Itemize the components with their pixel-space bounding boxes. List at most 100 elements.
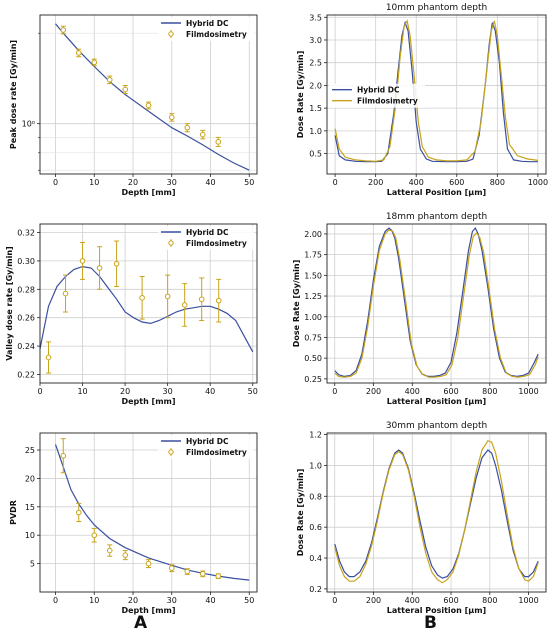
panel-label-b: B: [424, 613, 437, 633]
valley-data-point: [79, 258, 86, 264]
p10-x-tick-label: 200: [368, 178, 383, 187]
p30-x-tick-label: 0: [332, 596, 337, 605]
valley-data-point: [164, 293, 171, 300]
p30-x-tick-label: 600: [443, 596, 458, 605]
p30-x-tick-label: 800: [482, 596, 497, 605]
peak-data-point: [60, 27, 67, 33]
p10-y-tick-label: 2.5: [309, 59, 322, 68]
p10-title: 10mm phantom depth: [386, 3, 487, 13]
pvdr-y-tick-label: 15: [25, 503, 35, 512]
peak-plot-area: [40, 15, 257, 174]
pvdr-legend-marker: [168, 449, 174, 455]
p18-y-tick-label: 1.00: [304, 313, 322, 322]
p18-x-tick-label: 1000: [518, 387, 538, 396]
p10-legend-label: Hybrid DC: [357, 86, 400, 95]
p18-y-tick-label: 2.00: [304, 230, 322, 239]
peak-data-point: [168, 114, 175, 121]
p10-y-tick-label: 1.5: [309, 104, 322, 113]
p10-y-tick-label: 2.0: [309, 81, 322, 90]
p18-title: 18mm phantom depth: [386, 212, 487, 222]
p30-title: 30mm phantom depth: [386, 421, 487, 431]
p10-x-tick-label: 600: [449, 178, 464, 187]
valley-data-point: [45, 354, 52, 361]
peak-x-tick-label: 40: [205, 178, 215, 187]
pvdr-data-point: [91, 532, 98, 539]
pvdr-data-point: [199, 571, 206, 577]
p30-y-tick-label: 1.0: [309, 461, 322, 470]
p18-plot-area: [327, 224, 546, 383]
pvdr-x-tick-label: 50: [244, 596, 254, 605]
pvdr-y-tick-label: 10: [25, 531, 35, 540]
valley-axes-frame: [39, 223, 258, 384]
peak-data-point: [75, 50, 82, 56]
peak-x-tick-label: 50: [244, 178, 254, 187]
peak-x-tick-label: 30: [167, 178, 177, 187]
p10-y-tick-label: 3.0: [309, 36, 322, 45]
p10-axes-frame: [326, 14, 547, 175]
peak-legend-label: Filmdosimetry: [186, 30, 247, 39]
valley-x-tick-label: 0: [37, 387, 42, 396]
valley-x-tick-label: 30: [163, 387, 173, 396]
valley-x-tick-label: 20: [120, 387, 130, 396]
peak-data-point: [199, 131, 206, 138]
valley-data-point: [181, 302, 188, 308]
valley-data-point: [62, 290, 69, 297]
p18-x-axis-label: Latteral Position [µm]: [387, 397, 486, 406]
p30-y-tick-label: 0.2: [309, 585, 322, 594]
valley-x-tick-label: 40: [205, 387, 215, 396]
p30-axes-frame: [326, 432, 547, 593]
valley-legend-label: Hybrid DC: [186, 228, 229, 237]
peak-y-axis-label: Peak dose rate [Gy/min]: [9, 40, 18, 149]
valley-data-point: [139, 295, 145, 301]
valley-legend-label: Filmdosimetry: [186, 239, 247, 248]
p30-y-tick-label: 0.6: [309, 523, 322, 532]
pvdr-axes-frame: [39, 432, 258, 593]
p18-y-tick-label: 0.50: [304, 354, 322, 363]
p10-x-tick-label: 1000: [528, 178, 548, 187]
p30-y-axis-label: Dose Rate [Gy/min]: [296, 469, 305, 557]
p18-x-tick-label: 600: [443, 387, 458, 396]
p18-series-filmdosimetry-line: [334, 229, 539, 378]
pvdr-legend-label: Filmdosimetry: [186, 448, 247, 457]
peak-data-point: [145, 102, 152, 109]
pvdr-x-tick-label: 20: [128, 596, 138, 605]
panel-label-a: A: [134, 613, 148, 633]
p30-x-tick-label: 200: [366, 596, 381, 605]
p10-legend-box: [329, 83, 425, 108]
pvdr-data-point: [168, 565, 175, 571]
peak-y-tick-label: 10⁰: [22, 120, 35, 129]
pvdr-x-tick-label: 0: [53, 596, 58, 605]
p10-x-tick-label: 800: [490, 178, 505, 187]
valley-y-tick-label: 0.32: [17, 229, 35, 238]
valley-y-tick-label: 0.24: [17, 342, 35, 351]
p18-x-tick-label: 200: [366, 387, 381, 396]
pvdr-data-point: [122, 552, 129, 558]
p18-x-tick-label: 400: [405, 387, 420, 396]
pvdr-data-point: [215, 573, 222, 579]
p10-y-axis-label: Dose Rate [Gy/min]: [296, 51, 305, 139]
p10-x-tick-label: 0: [333, 178, 338, 187]
valley-legend-marker: [168, 240, 174, 246]
valley-series-hybrid-dc-line: [39, 265, 254, 353]
peak-x-axis-label: Depth [mm]: [121, 188, 175, 197]
p10-series-hybrid-dc-line: [334, 20, 538, 163]
valley-data-point: [96, 265, 103, 271]
peak-data-point: [91, 59, 98, 66]
pvdr-data-point: [145, 560, 152, 567]
p10-x-tick-label: 400: [409, 178, 424, 187]
valley-y-tick-label: 0.28: [17, 285, 35, 294]
pvdr-x-tick-label: 30: [167, 596, 177, 605]
peak-data-point: [106, 76, 113, 83]
p30-series-filmdosimetry-line: [334, 439, 539, 584]
p10-y-tick-label: 0.5: [309, 150, 322, 159]
p30-x-tick-label: 1000: [518, 596, 538, 605]
peak-x-tick-label: 20: [128, 178, 138, 187]
valley-y-tick-label: 0.26: [17, 314, 35, 323]
valley-y-tick-label: 0.30: [17, 257, 35, 266]
peak-legend-box: [158, 17, 254, 41]
pvdr-x-tick-label: 40: [205, 596, 215, 605]
pvdr-series-hybrid-dc-line: [54, 444, 250, 581]
peak-data-point: [184, 124, 191, 131]
p18-x-tick-label: 800: [482, 387, 497, 396]
